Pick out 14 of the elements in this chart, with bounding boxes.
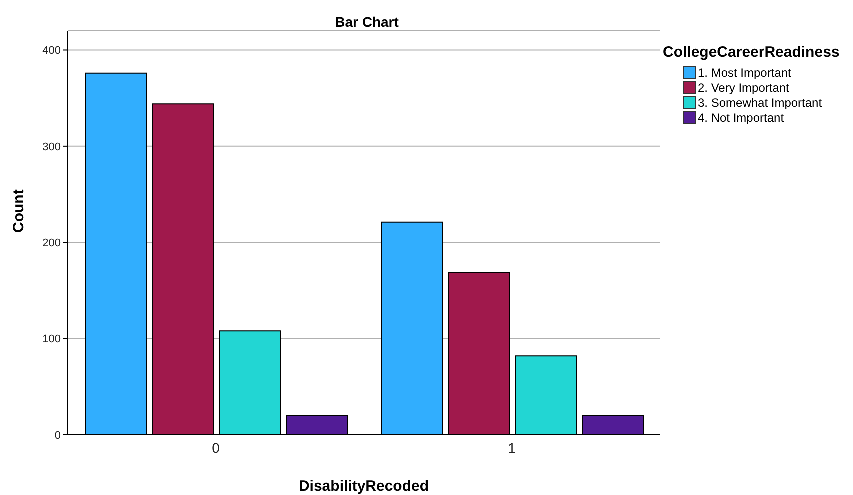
legend-label: 3. Somewhat Important bbox=[698, 96, 822, 110]
y-tick-label: 200 bbox=[42, 238, 61, 250]
y-tick-label: 0 bbox=[54, 430, 61, 442]
legend-label: 4. Not Important bbox=[698, 110, 784, 124]
y-axis-title: Count bbox=[10, 190, 28, 233]
x-axis-title: DisabilityRecoded bbox=[298, 478, 430, 495]
y-tick-label: 300 bbox=[42, 141, 61, 154]
y-tick-label: 100 bbox=[42, 334, 61, 346]
legend-title: CollegeCareerReadiness bbox=[663, 44, 840, 61]
legend-label: 1. Most Important bbox=[698, 66, 792, 80]
y-tick-label: 400 bbox=[42, 45, 61, 58]
legend-label: 2. Very Important bbox=[698, 80, 790, 94]
x-tick-label: 1 bbox=[508, 440, 516, 456]
chart-title: Bar Chart bbox=[334, 14, 400, 30]
